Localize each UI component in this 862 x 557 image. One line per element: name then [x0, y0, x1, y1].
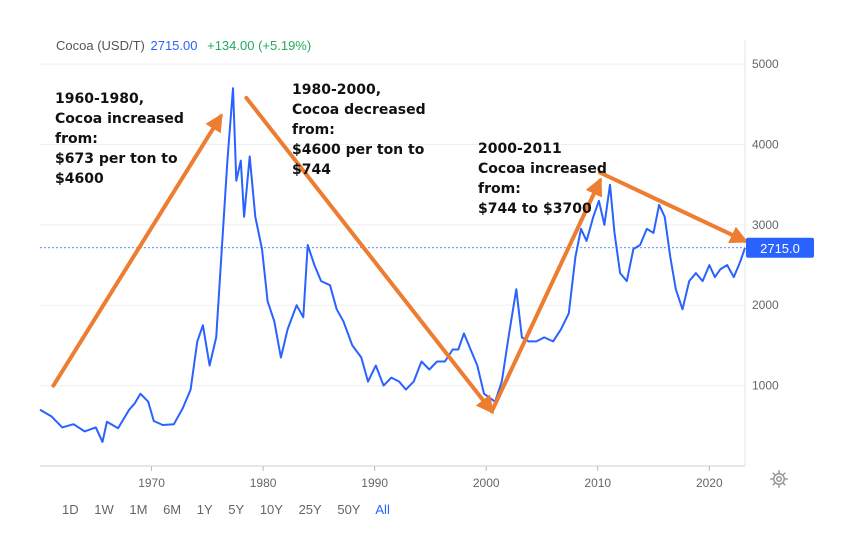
range-50y-button[interactable]: 50Y [337, 502, 361, 517]
annotation-2-line-5: $744 [292, 162, 331, 178]
y-tick-label: 3000 [752, 218, 779, 232]
range-1w-button[interactable]: 1W [94, 502, 114, 517]
annotation-2-line-2: Cocoa decreased [292, 102, 426, 118]
price-change: +134.00 (+5.19%) [207, 38, 312, 53]
range-all-button[interactable]: All [375, 502, 390, 517]
range-5y-button[interactable]: 5Y [228, 502, 245, 517]
symbol-label: Cocoa (USD/T) [56, 38, 145, 53]
annotation-3-line-4: $744 to $3700 [478, 201, 592, 217]
annotation-2-line-3: from: [292, 122, 335, 138]
x-axis-ticks: 1970 1980 1990 2000 2010 2020 [138, 466, 723, 490]
trend-arrow-4 [597, 170, 749, 243]
x-tick-label: 2020 [696, 476, 723, 490]
x-tick-label: 2010 [584, 476, 611, 490]
range-25y-button[interactable]: 25Y [298, 502, 322, 517]
gear-icon[interactable] [770, 470, 788, 488]
range-10y-button[interactable]: 10Y [259, 502, 283, 517]
annotation-1-line-1: 1960-1980, [55, 91, 144, 107]
x-tick-label: 1990 [361, 476, 388, 490]
price-tag: 2715.0 [746, 237, 814, 258]
trend-arrow-3 [489, 177, 603, 414]
annotation-3-line-2: Cocoa increased [478, 161, 607, 177]
annotation-1-line-5: $4600 [55, 171, 104, 187]
annotation-1-line-2: Cocoa increased [55, 111, 184, 127]
range-1d-button[interactable]: 1D [62, 502, 79, 517]
annotation-2-line-1: 1980-2000, [292, 82, 381, 98]
chart-grid [40, 63, 745, 387]
range-1y-button[interactable]: 1Y [196, 502, 213, 517]
price-tag-label: 2715.0 [760, 241, 800, 256]
cocoa-price-series-line [39, 87, 746, 443]
range-1m-button[interactable]: 1M [129, 502, 148, 517]
annotation-2000-2011: 2000-2011 Cocoa increased from: $744 to … [478, 141, 612, 217]
y-tick-label: 2000 [752, 298, 779, 312]
chart-header: Cocoa (USD/T) 2715.00 +134.00 (+5.19%) [56, 38, 311, 53]
annotation-1980-2000: 1980-2000, Cocoa decreased from: $4600 p… [292, 82, 431, 178]
annotation-3-line-3: from: [478, 181, 521, 197]
current-price: 2715.00 [150, 38, 198, 53]
y-tick-label: 1000 [752, 379, 779, 393]
annotation-3-line-1: 2000-2011 [478, 141, 562, 157]
annotation-1-line-3: from: [55, 131, 98, 147]
trend-arrow-2 [244, 95, 494, 415]
trend-arrow-1 [51, 113, 223, 388]
y-tick-label: 4000 [752, 137, 779, 151]
annotation-1-line-4: $673 per ton to [55, 151, 178, 167]
range-6m-button[interactable]: 6M [163, 502, 182, 517]
time-range-selector: 1D 1W 1M 6M 1Y 5Y 10Y 25Y 50Y All [62, 502, 402, 517]
x-tick-label: 1980 [250, 476, 277, 490]
x-tick-label: 1970 [138, 476, 165, 490]
x-tick-label: 2000 [473, 476, 500, 490]
annotation-1960-1980: 1960-1980, Cocoa increased from: $673 pe… [55, 91, 189, 187]
y-tick-label: 5000 [752, 57, 779, 71]
annotation-2-line-4: $4600 per ton to [292, 142, 425, 158]
y-axis-ticks: 1000 2000 3000 4000 5000 [752, 57, 779, 393]
trend-arrows [51, 95, 749, 415]
